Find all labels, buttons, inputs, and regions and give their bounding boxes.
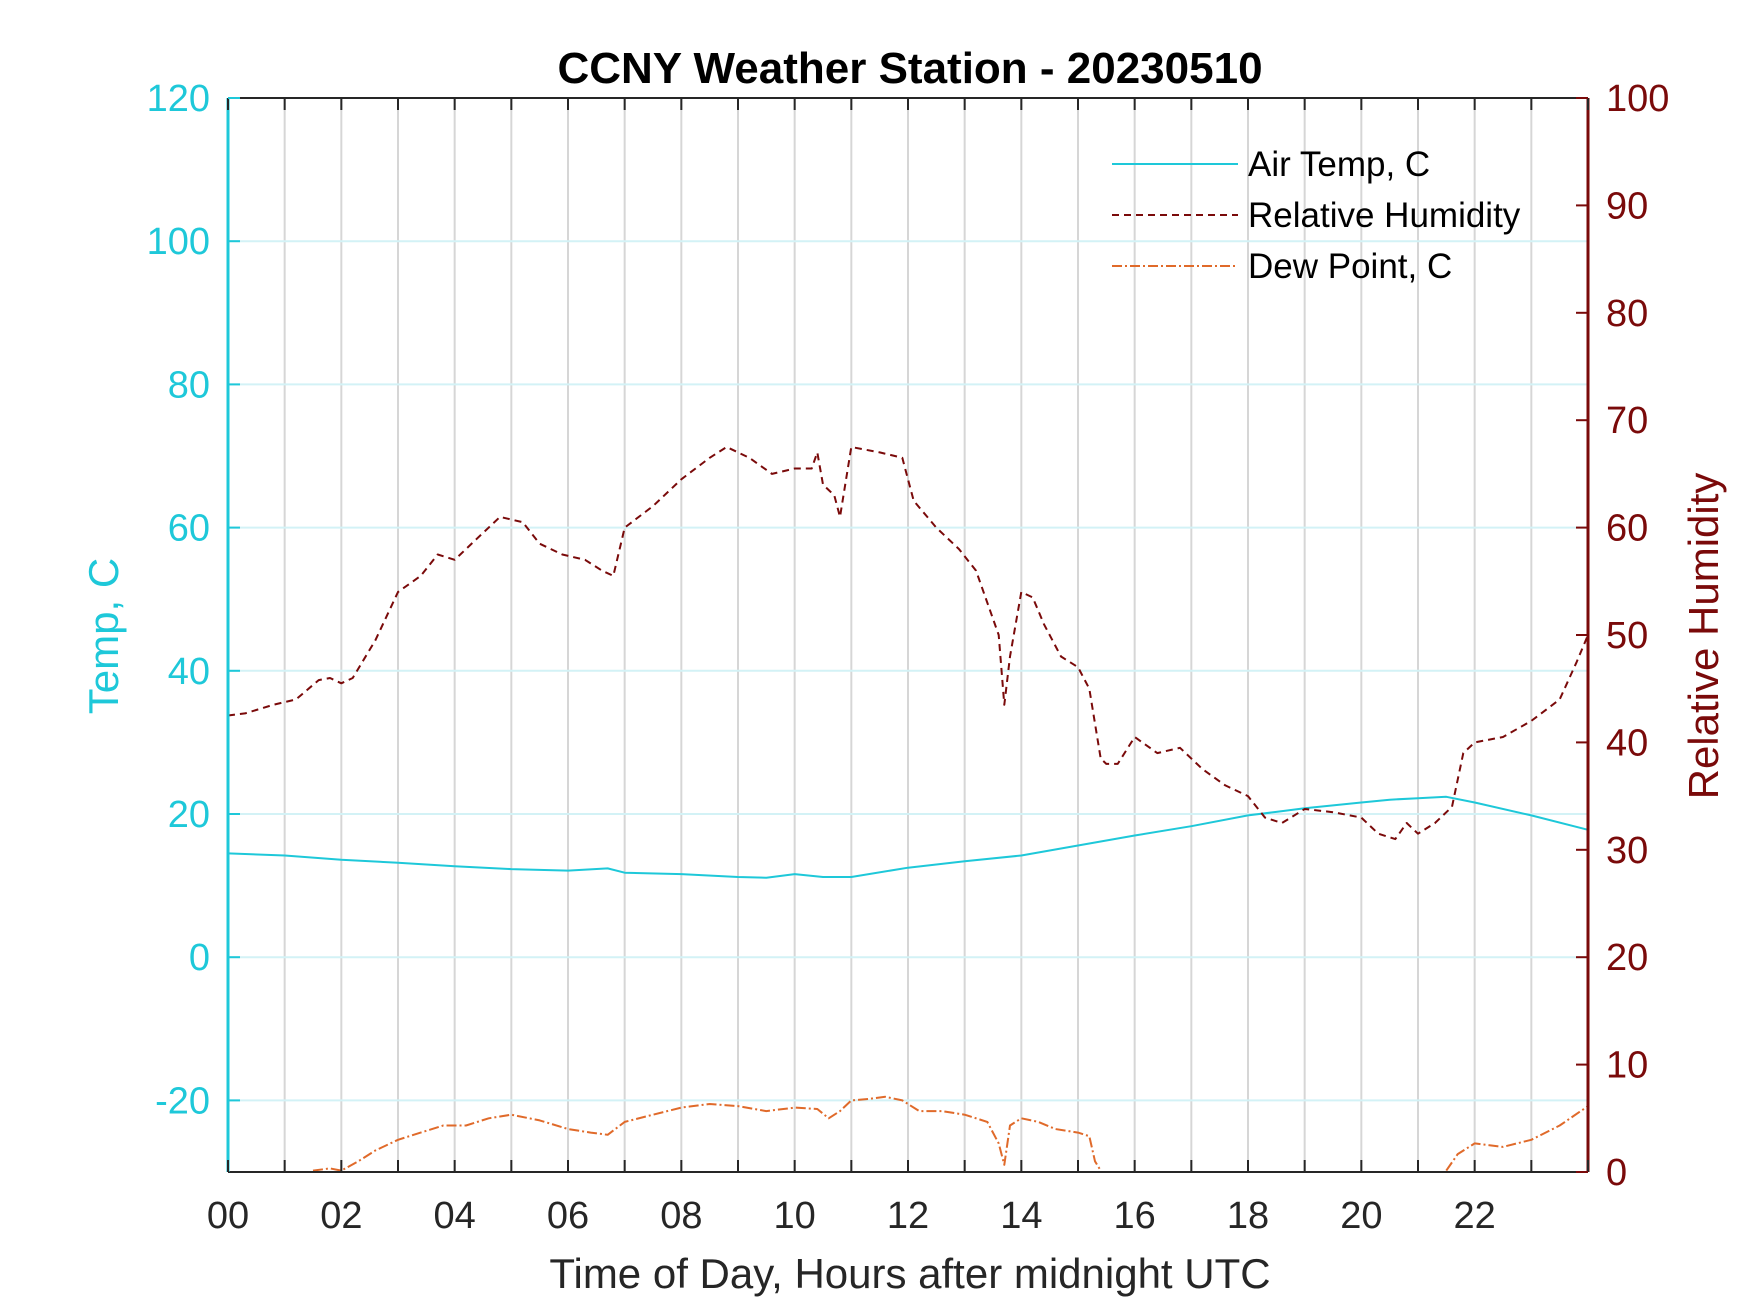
y-right-tick-label: 10 (1606, 1045, 1648, 1087)
y-left-tick-label: 40 (168, 651, 210, 693)
y-axis-right-label: Relative Humidity (1680, 473, 1727, 800)
y-right-tick-label: 20 (1606, 937, 1648, 979)
y-left-tick-label: -20 (155, 1080, 210, 1122)
y-right-tick-label: 90 (1606, 185, 1648, 227)
series-line (312, 1095, 1102, 1172)
y-axis-left-label: Temp, C (80, 558, 127, 714)
y-left-tick-label: 0 (189, 937, 210, 979)
series-line (1445, 1105, 1589, 1172)
x-tick-label: 14 (1000, 1195, 1042, 1237)
x-axis-label: Time of Day, Hours after midnight UTC (549, 1250, 1270, 1297)
x-tick-label: 06 (547, 1195, 589, 1237)
axes: 00 02 04 06 08 10 12 14 16 18 20 22-200204060801001… (147, 78, 1670, 1237)
x-tick-label: 08 (660, 1195, 702, 1237)
x-tick-label: 02 (320, 1195, 362, 1237)
x-tick-label: 10 (774, 1195, 816, 1237)
x-tick-label: 20 (1340, 1195, 1382, 1237)
grid (228, 98, 1588, 1172)
y-left-tick-label: 120 (147, 78, 210, 120)
x-tick-label: 00 (207, 1195, 249, 1237)
y-left-tick-label: 100 (147, 221, 210, 263)
y-left-tick-label: 20 (168, 794, 210, 836)
series-line (227, 446, 1589, 841)
chart-title: CCNY Weather Station - 20230510 (557, 44, 1262, 93)
legend-entry: Dew Point, C (1248, 247, 1452, 286)
x-tick-label: 18 (1227, 1195, 1269, 1237)
y-left-tick-label: 80 (168, 364, 210, 406)
x-tick-label: 16 (1114, 1195, 1156, 1237)
x-tick-label: 22 (1454, 1195, 1496, 1237)
y-right-tick-label: 70 (1606, 400, 1648, 442)
y-right-tick-label: 50 (1606, 615, 1648, 657)
y-left-tick-label: 60 (168, 508, 210, 550)
series-line (227, 795, 1589, 879)
y-right-tick-label: 100 (1606, 78, 1669, 120)
y-right-tick-label: 0 (1606, 1152, 1627, 1194)
y-right-tick-label: 80 (1606, 293, 1648, 335)
legend-entry: Relative Humidity (1248, 196, 1521, 235)
y-right-tick-label: 30 (1606, 830, 1648, 872)
x-tick-label: 12 (887, 1195, 929, 1237)
x-tick-label: 04 (434, 1195, 476, 1237)
series-layer (227, 446, 1589, 1172)
legend: Air Temp, C Relative Humidity Dew Point, C (1112, 145, 1521, 286)
y-right-tick-label: 60 (1606, 508, 1648, 550)
y-right-tick-label: 40 (1606, 722, 1648, 764)
legend-entry: Air Temp, C (1248, 145, 1430, 184)
